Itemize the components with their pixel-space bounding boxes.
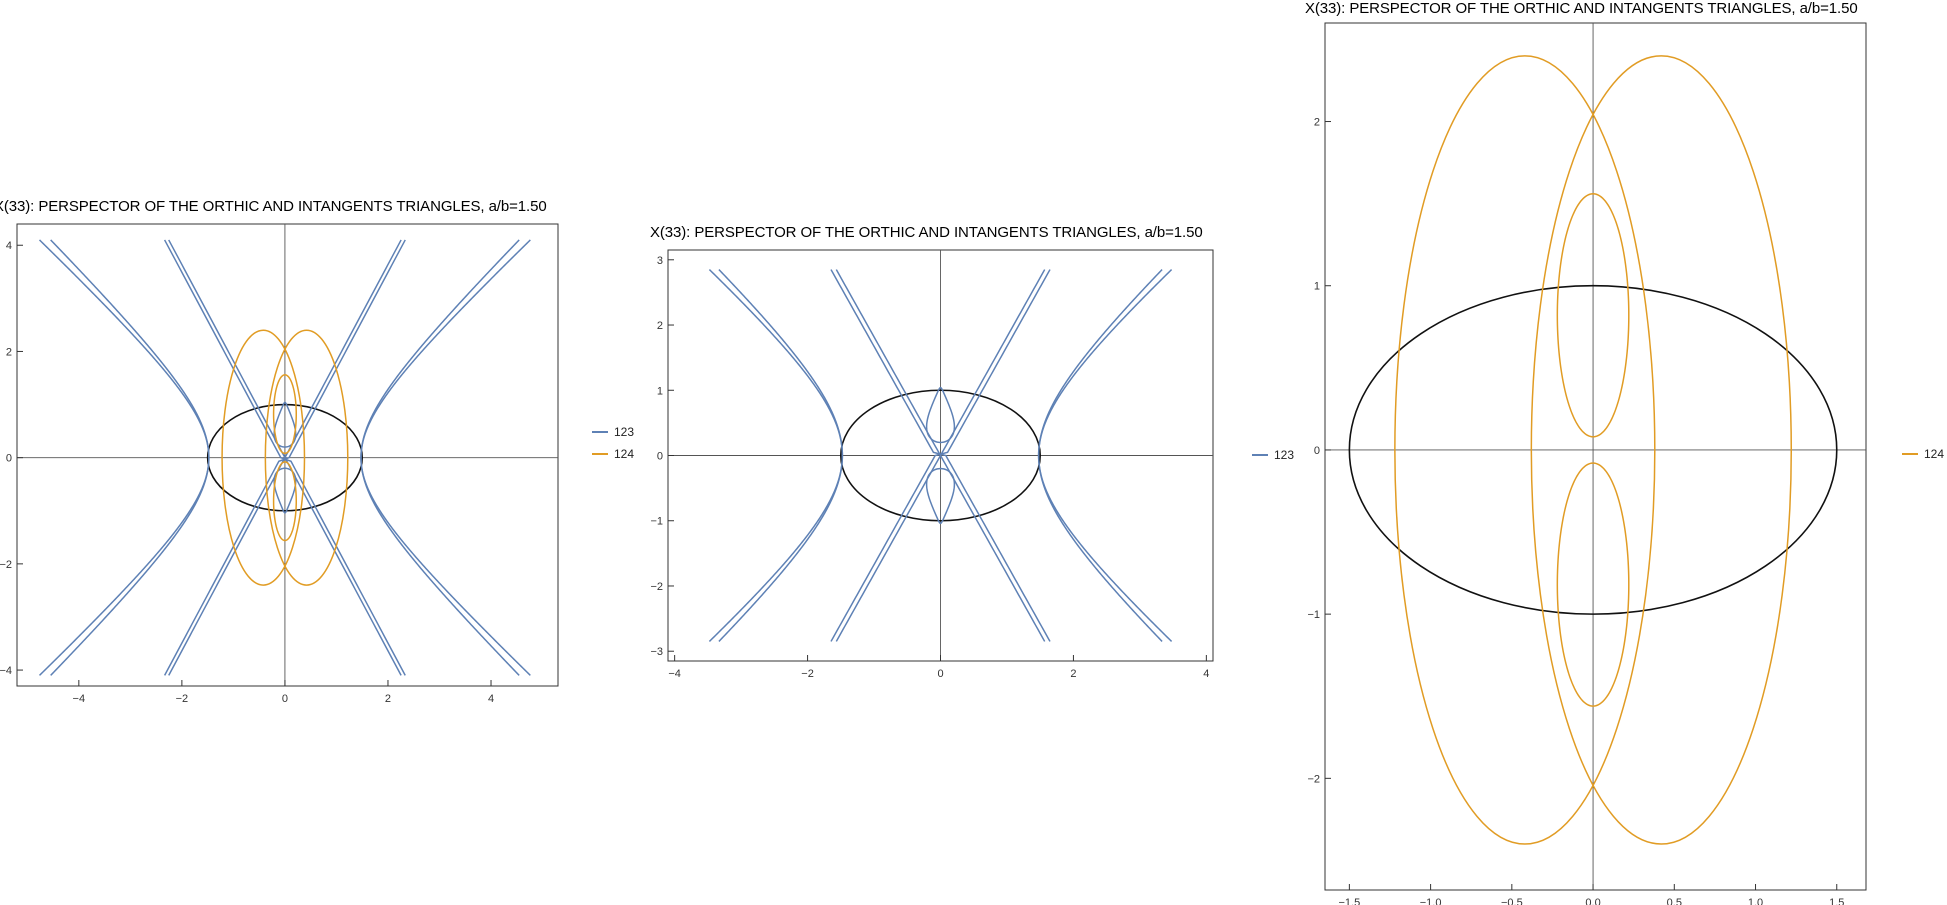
x-tick-label: −2 (176, 693, 189, 705)
x-tick-label: 2 (1070, 668, 1076, 680)
chart-title: X(33): PERSPECTOR OF THE ORTHIC AND INTA… (650, 224, 1203, 241)
series-123-lobe (273, 467, 297, 514)
series-123-inner (168, 239, 402, 676)
series-124-droplet (272, 374, 298, 455)
series-123-branch (38, 239, 210, 676)
series-124-ellipse (1530, 55, 1793, 845)
x-tick-label: 2 (385, 693, 391, 705)
legend-label: 123 (614, 425, 634, 439)
series-123-inner (830, 269, 1051, 642)
plot-panel-3: X(33): PERSPECTOR OF THE ORTHIC AND INTA… (1300, 0, 1947, 905)
y-tick-label: 4 (6, 240, 12, 252)
y-tick-label: −2 (1307, 773, 1320, 785)
x-tick-label: −4 (668, 668, 681, 680)
plot-panel-1: X(33): PERSPECTOR OF THE ORTHIC AND INTA… (0, 198, 640, 708)
series-124-ellipse (221, 329, 306, 586)
x-tick-label: 0 (937, 668, 943, 680)
series-123-inner (163, 239, 406, 676)
y-tick-label: 0 (6, 453, 12, 465)
x-tick-label: 0.5 (1667, 897, 1682, 905)
y-tick-label: −2 (0, 559, 12, 571)
series-123-branch (1037, 269, 1173, 642)
base-ellipse (1348, 284, 1838, 615)
series-124-ellipse (264, 329, 349, 586)
series-123-lobe (273, 401, 297, 448)
y-tick-label: −2 (650, 581, 663, 593)
chart-title: X(33): PERSPECTOR OF THE ORTHIC AND INTA… (0, 198, 547, 215)
x-tick-label: −0.5 (1501, 897, 1523, 905)
chart-title: X(33): PERSPECTOR OF THE ORTHIC AND INTA… (1305, 0, 1858, 17)
plot-frame (1324, 22, 1867, 891)
legend-label: 124 (614, 447, 634, 461)
legend-label: 124 (1924, 447, 1944, 461)
series-123-inner (163, 239, 406, 676)
x-tick-label: −4 (73, 693, 86, 705)
plot-frame (16, 223, 559, 687)
x-tick-label: −1.0 (1420, 897, 1442, 905)
y-tick-label: 2 (6, 346, 12, 358)
x-tick-label: −1.5 (1339, 897, 1361, 905)
series-123-lobe (925, 467, 956, 525)
series-124-droplet (272, 461, 298, 542)
y-tick-label: 3 (657, 255, 663, 267)
series-123-inner (835, 269, 1046, 642)
x-tick-label: 0.0 (1585, 897, 1600, 905)
plot-panel-2: X(33): PERSPECTOR OF THE ORTHIC AND INTA… (650, 224, 1294, 684)
x-tick-label: 0 (282, 693, 288, 705)
y-tick-label: −1 (650, 516, 663, 528)
base-ellipse (840, 389, 1041, 522)
y-tick-label: 2 (657, 320, 663, 332)
series-123-branch (708, 269, 844, 642)
series-124-ellipse (1394, 55, 1656, 845)
x-tick-label: 1.5 (1829, 897, 1844, 905)
series-123-lobe (925, 386, 956, 444)
y-tick-label: 0 (657, 451, 663, 463)
y-tick-label: −3 (650, 646, 663, 658)
series-123-inner (830, 269, 1051, 642)
chart-svg: −1.5 −1.0 −0.5 0.0 0.5 1.0 1.5 −2 −1 0 1 2 124 (1307, 22, 1944, 905)
y-tick-label: 2 (1314, 117, 1320, 129)
x-tick-label: 4 (1203, 668, 1209, 680)
y-tick-label: −4 (0, 665, 12, 677)
x-tick-label: −2 (801, 668, 814, 680)
series-124-droplet (1556, 193, 1630, 438)
y-tick-label: 1 (1314, 281, 1320, 293)
chart-svg: −4 −2 0 2 4 −4 −2 0 2 4 123 124 (0, 223, 634, 705)
x-tick-label: 1.0 (1748, 897, 1763, 905)
y-tick-label: 0 (1314, 445, 1320, 457)
base-ellipse (206, 403, 364, 512)
series-124-droplet (1556, 462, 1630, 707)
y-tick-label: 1 (657, 385, 663, 397)
legend-label: 123 (1274, 448, 1294, 462)
series-123-branch (360, 239, 531, 676)
y-tick-label: −1 (1307, 609, 1320, 621)
x-tick-label: 4 (488, 693, 494, 705)
